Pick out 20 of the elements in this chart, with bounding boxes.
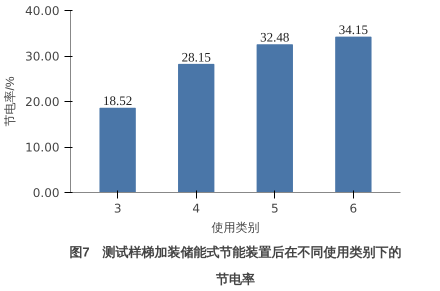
x-tick-label: 3 — [114, 202, 122, 216]
y-tick-label: 10.00 — [25, 140, 60, 154]
bar — [99, 108, 136, 192]
y-tick-label: 30.00 — [25, 50, 60, 64]
x-tick-label: 5 — [270, 202, 279, 216]
data-label: 28.15 — [182, 49, 211, 64]
x-tick-label: 4 — [192, 202, 200, 216]
bar — [178, 64, 214, 192]
y-tick-label: 40.00 — [25, 4, 60, 18]
x-axis-title: 使用类别 — [212, 220, 260, 234]
y-tick-label: 20.00 — [25, 95, 60, 109]
data-label: 34.15 — [338, 22, 368, 38]
y-axis-title: 节电率/% — [3, 76, 18, 126]
y-tick-label: 0.00 — [32, 186, 60, 200]
bar — [256, 44, 293, 192]
text: 图7 测试样梯加装储能式节能装置后在不同使用类别下的节电率 — [69, 244, 402, 286]
data-label: 18.52 — [103, 93, 132, 108]
data-label: 32.48 — [260, 30, 290, 45]
x-tick-label: 6 — [350, 202, 358, 216]
bar — [335, 36, 372, 192]
